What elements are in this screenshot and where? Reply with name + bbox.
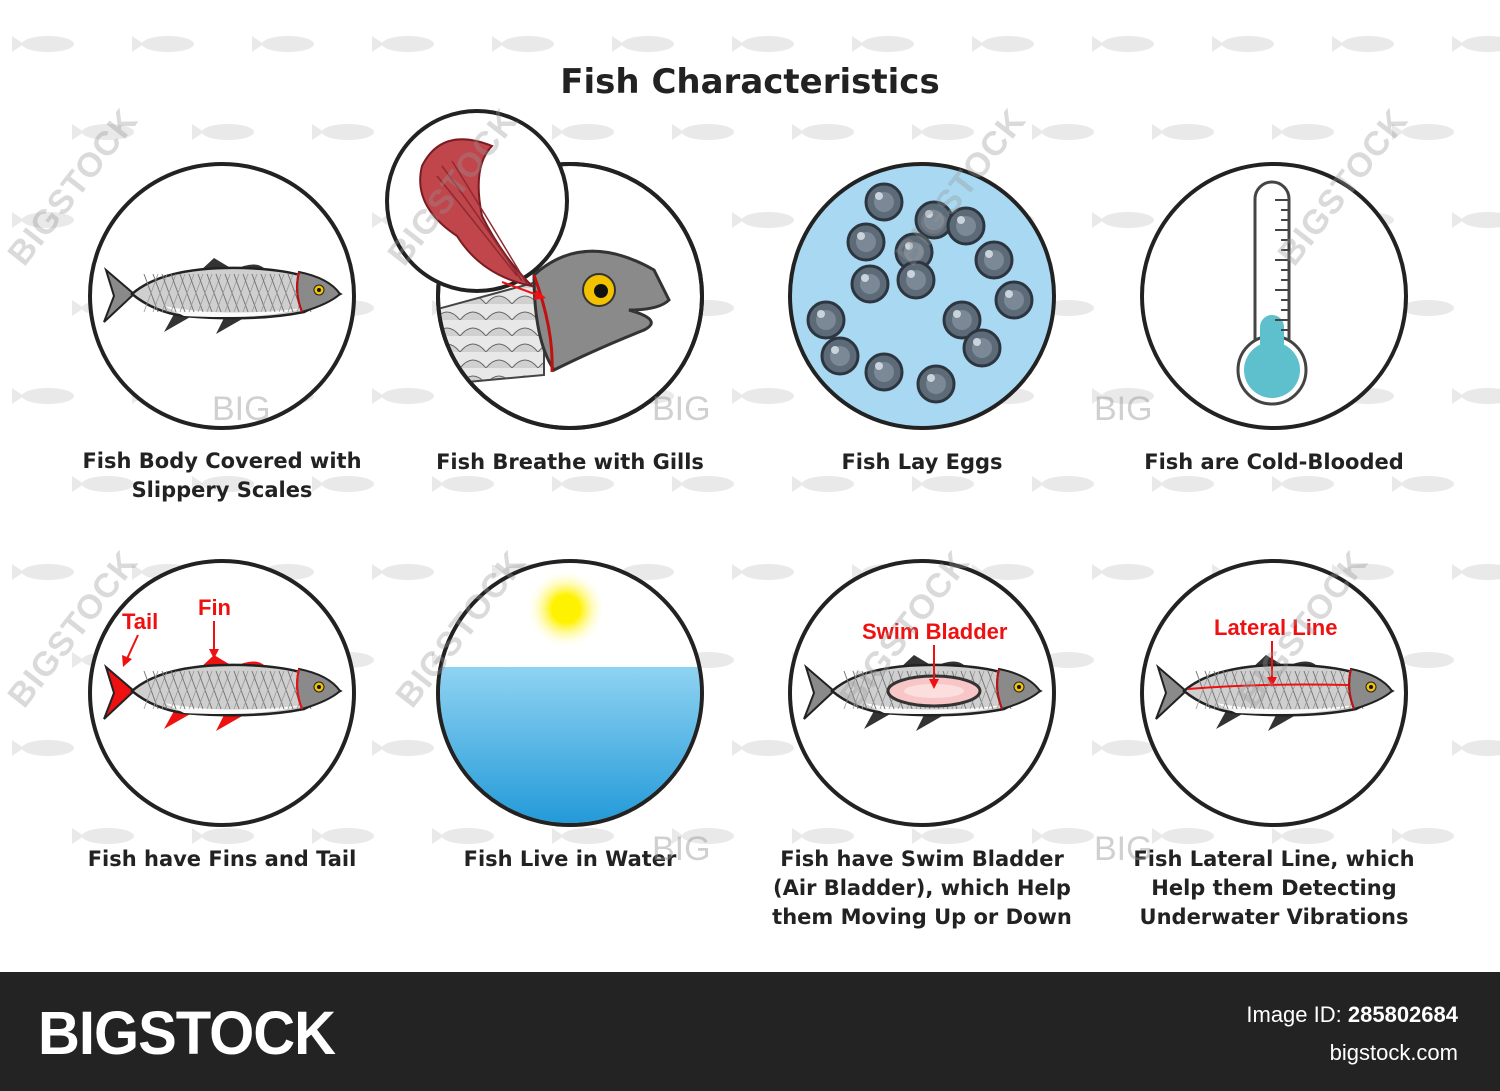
- tail-label: Tail: [122, 609, 158, 634]
- lateral-line-illustration: Lateral Line: [1140, 559, 1408, 827]
- caption-scales: Fish Body Covered with Slippery Scales: [82, 449, 362, 502]
- swim-bladder-illustration: Swim Bladder: [788, 559, 1056, 827]
- swim-bladder-label: Swim Bladder: [862, 619, 1008, 644]
- fin-label: Fin: [198, 595, 231, 620]
- caption-eggs: Fish Lay Eggs: [841, 450, 1003, 474]
- caption-lateral-line: Fish Lateral Line, which Help them Detect…: [1133, 847, 1415, 929]
- caption-cold-blooded: Fish are Cold-Blooded: [1144, 450, 1404, 474]
- footer-url[interactable]: bigstock.com: [1329, 1040, 1458, 1065]
- page-title: Fish Characteristics: [560, 62, 940, 102]
- cold-blooded-illustration: [1140, 162, 1408, 430]
- caption-swim-bladder: Fish have Swim Bladder (Air Bladder), whi…: [772, 847, 1072, 929]
- gill-arrow: [501, 281, 546, 300]
- watermark-small: BIG: [652, 390, 711, 428]
- scales-illustration: [88, 162, 356, 430]
- eggs-illustration: [788, 162, 1056, 430]
- watermark-small: BIG: [1094, 390, 1153, 428]
- image-id: Image ID: 285802684: [1246, 1002, 1458, 1027]
- footer-logo: BIGSTOCK: [38, 999, 336, 1068]
- watermark-small: BIG: [1094, 830, 1153, 868]
- caption-fins-tail: Fish have Fins and Tail: [87, 847, 357, 871]
- thermometer-icon: [1236, 180, 1308, 406]
- watermark-small: BIG: [212, 390, 271, 428]
- fish-icon: [103, 258, 343, 334]
- gill-closeup-illustration: [385, 109, 569, 293]
- caption-water: Fish Live in Water: [463, 847, 677, 871]
- egg-cluster: [806, 182, 1034, 404]
- fish-icon: [1155, 655, 1395, 731]
- footer-bar: BIGSTOCK Image ID: 285802684 bigstock.co…: [0, 972, 1500, 1091]
- fish-icon: [103, 655, 343, 731]
- lateral-line-label: Lateral Line: [1214, 615, 1337, 640]
- watermark-small: BIG: [652, 830, 711, 868]
- caption-gills: Fish Breathe with Gills: [436, 450, 704, 474]
- water-illustration: [436, 559, 704, 827]
- fins-tail-illustration: Tail Fin: [88, 559, 356, 827]
